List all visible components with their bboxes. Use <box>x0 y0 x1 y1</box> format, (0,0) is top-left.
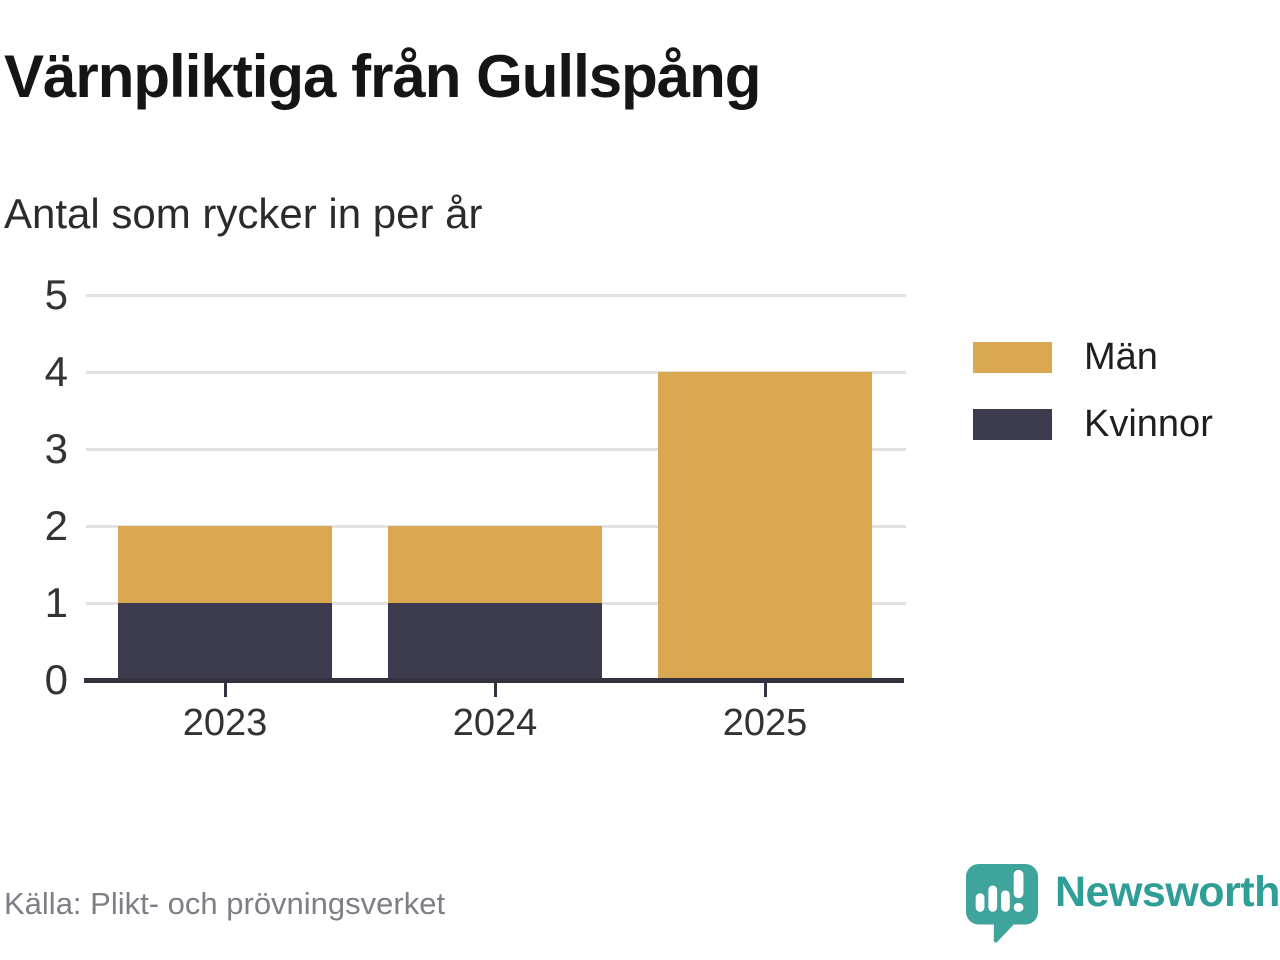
chart-title: Värnpliktiga från Gullspång <box>4 43 761 110</box>
legend: Män Kvinnor <box>973 336 1213 470</box>
logo-bar-3 <box>1001 890 1010 912</box>
bar-segment-män-2023 <box>118 526 332 603</box>
bar-segment-män-2024 <box>388 526 602 603</box>
y-tick-label-4: 4 <box>44 348 68 395</box>
gridline-y-5 <box>86 293 906 297</box>
bar-band-2025 <box>630 295 900 680</box>
gridline-y-3 <box>86 447 906 451</box>
x-tick-mark-2025 <box>763 683 767 697</box>
y-tick-label-3: 3 <box>44 425 68 472</box>
newsworthy-logo-icon <box>965 864 1039 943</box>
x-tick-label-2024: 2024 <box>452 702 538 744</box>
plot-area <box>86 293 906 680</box>
x-tick-mark-2023 <box>223 683 227 697</box>
bar-band-2023 <box>90 295 360 680</box>
bar-band-2024 <box>360 295 630 680</box>
legend-label-kvinnor: Kvinnor <box>1084 403 1213 445</box>
y-tick-label-0: 0 <box>44 656 68 703</box>
x-tick-label-2025: 2025 <box>722 702 808 744</box>
bar-segment-män-2025 <box>658 372 872 680</box>
bar-2023 <box>118 526 332 680</box>
y-tick-label-1: 1 <box>44 579 68 626</box>
chart-subtitle: Antal som rycker in per år <box>4 190 483 237</box>
bar-segment-kvinnor-2024 <box>388 603 602 680</box>
legend-row-män: Män <box>973 336 1213 379</box>
legend-swatch-kvinnor <box>973 409 1052 440</box>
x-axis-line <box>84 678 904 683</box>
bar-2025 <box>658 372 872 680</box>
newsworthy-logo-text: Newsworthy <box>1055 868 1280 916</box>
bar-segment-kvinnor-2023 <box>118 603 332 680</box>
source-note: Källa: Plikt- och prövningsverket <box>4 886 446 921</box>
logo-exclamation-dot <box>1013 903 1024 912</box>
y-tick-label-2: 2 <box>44 502 68 549</box>
bar-2024 <box>388 526 602 680</box>
y-axis-labels: 0 1 2 3 4 5 <box>0 271 68 703</box>
logo-bar-2 <box>988 885 998 912</box>
x-tick-mark-2024 <box>493 683 497 697</box>
logo-exclamation-stroke <box>1013 869 1024 899</box>
x-tick-label-2023: 2023 <box>182 702 268 744</box>
gridline-y-4 <box>86 370 906 374</box>
newsworthy-logo: Newsworthy <box>963 862 1280 946</box>
legend-row-kvinnor: Kvinnor <box>973 403 1213 446</box>
legend-swatch-män <box>973 342 1052 373</box>
legend-label-män: Män <box>1084 336 1158 378</box>
y-tick-label-5: 5 <box>44 271 68 318</box>
logo-bar-1 <box>975 893 985 912</box>
